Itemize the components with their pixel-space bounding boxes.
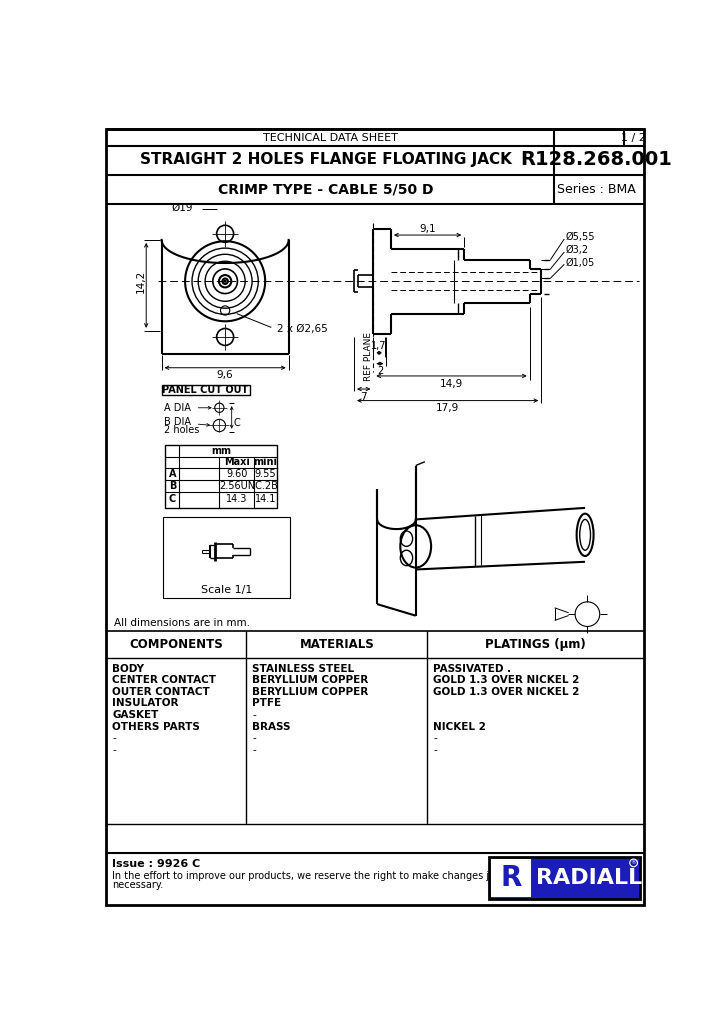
Text: MATERIALS: MATERIALS (300, 638, 374, 651)
Text: PANEL CUT OUT: PANEL CUT OUT (162, 385, 248, 395)
Text: COMPONENTS: COMPONENTS (130, 638, 223, 651)
Text: B DIA: B DIA (164, 417, 191, 427)
Text: Series : BMA: Series : BMA (557, 183, 636, 197)
Text: BERYLLIUM COPPER: BERYLLIUM COPPER (253, 687, 369, 697)
Text: C: C (234, 418, 241, 428)
Text: R128.268.001: R128.268.001 (521, 151, 673, 169)
Text: CENTER CONTACT: CENTER CONTACT (112, 676, 216, 685)
Text: GOLD 1.3 OVER NICKEL 2: GOLD 1.3 OVER NICKEL 2 (434, 687, 580, 697)
Text: 17,9: 17,9 (436, 403, 459, 414)
Text: 2 x Ø2,65: 2 x Ø2,65 (277, 324, 327, 334)
Text: STRAIGHT 2 HOLES FLANGE FLOATING JACK: STRAIGHT 2 HOLES FLANGE FLOATING JACK (140, 153, 512, 167)
Text: 2: 2 (376, 366, 383, 376)
Text: REF PLANE: REF PLANE (364, 332, 374, 381)
Text: C: C (169, 495, 176, 505)
Text: GASKET: GASKET (112, 710, 159, 720)
Text: 9.55: 9.55 (255, 469, 277, 479)
Text: Issue : 9926 C: Issue : 9926 C (112, 859, 201, 869)
Text: A DIA: A DIA (164, 402, 191, 413)
Text: Ø1,05: Ø1,05 (566, 258, 595, 267)
Text: GOLD 1.3 OVER NICKEL 2: GOLD 1.3 OVER NICKEL 2 (434, 676, 580, 685)
Text: NICKEL 2: NICKEL 2 (434, 722, 487, 731)
Text: Ø3,2: Ø3,2 (566, 246, 589, 255)
Text: Ø5,55: Ø5,55 (566, 232, 595, 243)
Text: necessary.: necessary. (112, 881, 164, 890)
Text: 9,6: 9,6 (216, 371, 233, 381)
Text: 14,2: 14,2 (136, 269, 146, 293)
Text: BRASS: BRASS (253, 722, 291, 731)
Text: 2 holes: 2 holes (164, 425, 199, 435)
Text: 14,9: 14,9 (440, 379, 463, 389)
Text: -: - (112, 733, 116, 743)
Text: 9.60: 9.60 (226, 469, 248, 479)
Text: -: - (253, 710, 256, 720)
Circle shape (224, 280, 227, 283)
Text: 2.56UNC.2B: 2.56UNC.2B (219, 481, 278, 492)
Text: -: - (434, 744, 437, 755)
Bar (492, 860, 531, 896)
Text: RADIALL: RADIALL (536, 868, 642, 888)
Text: 14.3: 14.3 (226, 495, 248, 505)
Text: 9,1: 9,1 (419, 224, 436, 233)
Text: PASSIVATED .: PASSIVATED . (434, 664, 512, 674)
Text: 14.1: 14.1 (255, 495, 277, 505)
Text: -: - (434, 733, 437, 743)
Bar (489, 857, 640, 899)
Text: 1,7: 1,7 (371, 341, 387, 351)
Text: PTFE: PTFE (253, 698, 282, 709)
Text: STAINLESS STEEL: STAINLESS STEEL (253, 664, 355, 674)
Bar (166, 444, 277, 508)
Text: -: - (112, 744, 116, 755)
Text: All dimensions are in mm.: All dimensions are in mm. (114, 618, 250, 629)
Bar (163, 517, 290, 598)
Text: BODY: BODY (112, 664, 144, 674)
Text: OTHERS PARTS: OTHERS PARTS (112, 722, 201, 731)
Text: mini: mini (253, 458, 277, 467)
Text: mm: mm (211, 445, 231, 456)
Text: 1 / 2: 1 / 2 (621, 132, 646, 142)
Text: OUTER CONTACT: OUTER CONTACT (112, 687, 210, 697)
Text: B: B (169, 481, 176, 492)
Text: -: - (253, 744, 256, 755)
Text: Maxi: Maxi (224, 458, 250, 467)
Text: PLATINGS (μm): PLATINGS (μm) (485, 638, 586, 651)
Text: R: R (500, 864, 522, 892)
Text: 7: 7 (361, 392, 367, 401)
Text: BERYLLIUM COPPER: BERYLLIUM COPPER (253, 676, 369, 685)
Text: -: - (253, 733, 256, 743)
Bar (161, 385, 251, 395)
Text: In the effort to improve our products, we reserve the right to make changes judg: In the effort to improve our products, w… (112, 871, 548, 881)
Text: Scale 1/1: Scale 1/1 (201, 586, 253, 595)
Text: CRIMP TYPE - CABLE 5/50 D: CRIMP TYPE - CABLE 5/50 D (218, 183, 434, 197)
Text: Ø19: Ø19 (172, 203, 193, 213)
Text: INSULATOR: INSULATOR (112, 698, 179, 709)
Text: A: A (169, 469, 176, 479)
Text: ®: ® (631, 860, 636, 865)
Text: TECHNICAL DATA SHEET: TECHNICAL DATA SHEET (263, 132, 397, 142)
